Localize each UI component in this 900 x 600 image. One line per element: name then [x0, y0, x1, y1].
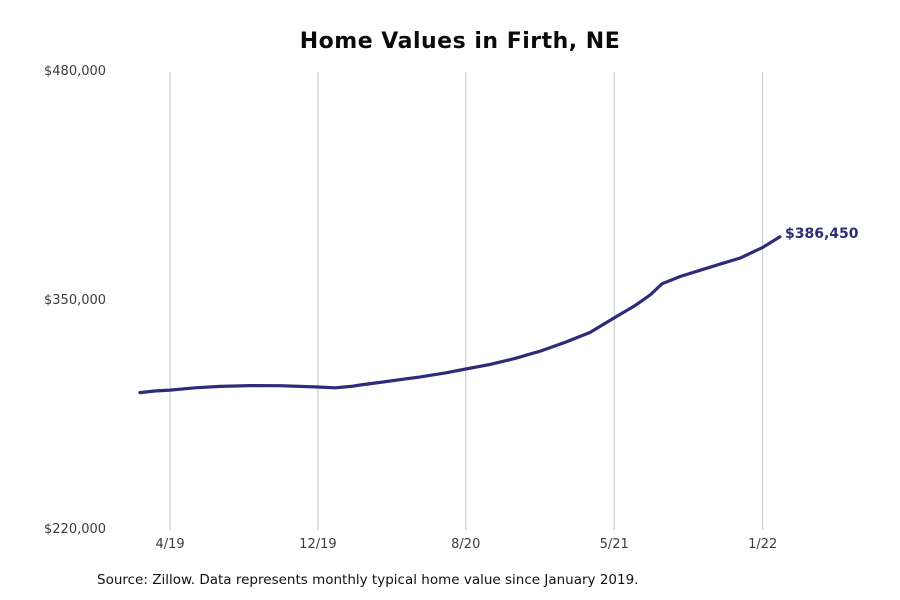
x-tick-label: 1/22 [748, 537, 778, 552]
final-value-label: $386,450 [785, 225, 859, 242]
y-tick-label: $350,000 [44, 293, 107, 308]
y-tick-label: $480,000 [44, 64, 107, 79]
x-tick-label: 5/21 [599, 537, 629, 552]
home-value-line [138, 235, 782, 395]
x-tick-label: 4/19 [155, 537, 185, 552]
source-note: Source: Zillow. Data represents monthly … [97, 572, 639, 588]
y-tick-label: $220,000 [44, 522, 107, 537]
chart-title: Home Values in Firth, NE [299, 29, 621, 54]
x-tick-label: 8/20 [451, 537, 481, 552]
x-tick-label: 12/19 [299, 537, 337, 552]
